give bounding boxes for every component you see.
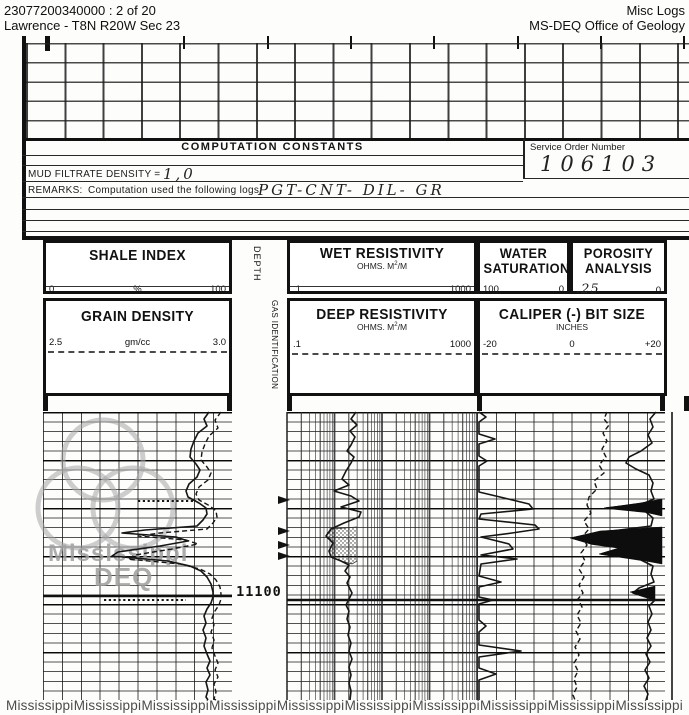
divider (22, 155, 523, 156)
remarks-caption: Computation used the following logs: (88, 185, 263, 196)
scale-min: 0 (49, 284, 55, 295)
scale-unit: gm/cc (124, 337, 151, 348)
scale-min: 100 (483, 284, 499, 295)
track-unit: OHMS. M2/M (356, 261, 408, 271)
scale-max: 0 (655, 285, 661, 296)
gas-identification-label: GAS IDENTIFICATION (270, 300, 279, 390)
scale-unit: % (133, 284, 142, 295)
scale-min-handwritten: .25 (576, 282, 600, 297)
scale-min: 2.5 (49, 337, 63, 348)
depth-value: 11100 (233, 584, 285, 600)
divider (46, 286, 229, 287)
watermark-bottom-item: Mississippi (480, 698, 548, 713)
scale-min: .1 (293, 339, 301, 350)
scale-tick (600, 36, 602, 49)
scale-max: 1000 (449, 339, 471, 350)
scale-max: 3.0 (212, 337, 226, 348)
depth-column-label: DEPTH (252, 246, 262, 282)
scale-dashed-line (482, 353, 662, 355)
track-top-marker (227, 396, 232, 411)
watermark-bottom-item: Mississippi (344, 698, 413, 713)
watermark-bottom-item: Mississippi (141, 698, 209, 713)
log-grid-caliper-track (477, 412, 665, 700)
track-title: CALIPER (-) BIT SIZE (498, 306, 646, 323)
track-title: POROSITY ANALYSIS (583, 245, 654, 276)
track-header-caliper: CALIPER (-) BIT SIZE INCHES -20 0 +20 (477, 298, 667, 396)
scale-max: 0 (558, 284, 564, 295)
watermark-bottom-item: Mississippi (276, 698, 345, 713)
track-title: WET RESISTIVITY (319, 245, 445, 262)
scale-tick (683, 36, 685, 49)
track-title: GRAIN DENSITY (81, 308, 194, 325)
track-header-shale-index: SHALE INDEX 0 % 100 (43, 240, 232, 295)
track-header-deep-resistivity: DEEP RESISTIVITY OHMS. M2/M .1 1000 (287, 298, 477, 396)
track-title: SHALE INDEX (89, 247, 186, 264)
mud-filtrate-label: MUD FILTRATE DENSITY = (28, 169, 161, 180)
track-top-marker (660, 396, 665, 411)
track-top-marker (43, 396, 48, 411)
divider (290, 286, 474, 287)
track-header-porosity-analysis: POROSITY ANALYSIS .25 0 (570, 240, 667, 297)
right-edge-line (671, 412, 673, 700)
track-header-grain-density: GRAIN DENSITY 2.5 gm/cc 3.0 (43, 298, 232, 396)
remarks-value: PGT-CNT- DIL- GR (258, 181, 445, 199)
divider (22, 236, 689, 240)
scale-dashed-line (48, 351, 227, 353)
log-grid-resistivity-track (287, 412, 477, 700)
scale-tick (350, 36, 352, 49)
track-header-wet-resistivity: WET RESISTIVITY OHMS. M2/M .1 1000 (287, 240, 477, 295)
collection-title: Misc Logs (626, 3, 685, 18)
track-top-marker (287, 396, 292, 411)
watermark-bottom-item: Mississippi (6, 698, 74, 713)
document-number: 23077200340000 : 2 of 20 (4, 3, 156, 18)
form-left-border (22, 36, 26, 237)
scale-min: -20 (483, 339, 497, 350)
scale-mid: 0 (569, 339, 575, 350)
remarks-label: REMARKS: (28, 185, 83, 196)
bottom-watermark-row: Mississippi Mississippi Mississippi Mississ… (0, 698, 689, 713)
scale-tick (267, 36, 269, 49)
watermark-bottom-item: Mississippi (615, 698, 683, 713)
service-order-label: Service Order Number (530, 142, 626, 153)
scale-tick (183, 36, 185, 49)
divider (22, 220, 689, 221)
scale-tick (433, 36, 435, 49)
divider (22, 138, 689, 141)
service-order-value: 106103 (540, 152, 663, 176)
scale-dashed-line (292, 353, 472, 355)
watermark-bottom-item: Mississippi (412, 698, 480, 713)
track-title: DEEP RESISTIVITY (316, 306, 448, 323)
divider (22, 181, 523, 182)
divider (22, 197, 689, 198)
scale-min: .1 (293, 284, 301, 295)
scale-max: 100 (210, 284, 226, 295)
divider (22, 165, 523, 166)
divider (22, 209, 689, 210)
scale-max: +20 (644, 339, 661, 350)
track-top-marker (477, 396, 482, 411)
organization-name: MS-DEQ Office of Geology (529, 18, 685, 33)
mud-filtrate-value: 1,0 (163, 165, 196, 183)
track-top-marker (684, 396, 689, 411)
track-title: WATER SATURATION (483, 245, 570, 276)
watermark-bottom-item: Mississippi (209, 698, 277, 713)
watermark-logo-text: DEQ (94, 562, 154, 592)
track-unit: INCHES (555, 322, 589, 332)
divider (22, 231, 689, 232)
divider (523, 139, 525, 179)
divider (523, 178, 689, 179)
track-header-water-saturation: WATER SATURATION 100 0 (477, 240, 570, 295)
track-unit: OHMS. M2/M (356, 322, 408, 332)
watermark-bottom-item: Mississippi (547, 698, 616, 713)
scale-tick (517, 36, 519, 49)
watermark-bottom-item: Mississippi (73, 698, 142, 713)
well-location: Lawrence - T8N R20W Sec 23 (4, 18, 181, 33)
scale-max: 1000 (449, 284, 471, 295)
blank-form-grid (26, 43, 689, 140)
computation-constants-title: COMPUTATION CONSTANTS (181, 141, 364, 153)
